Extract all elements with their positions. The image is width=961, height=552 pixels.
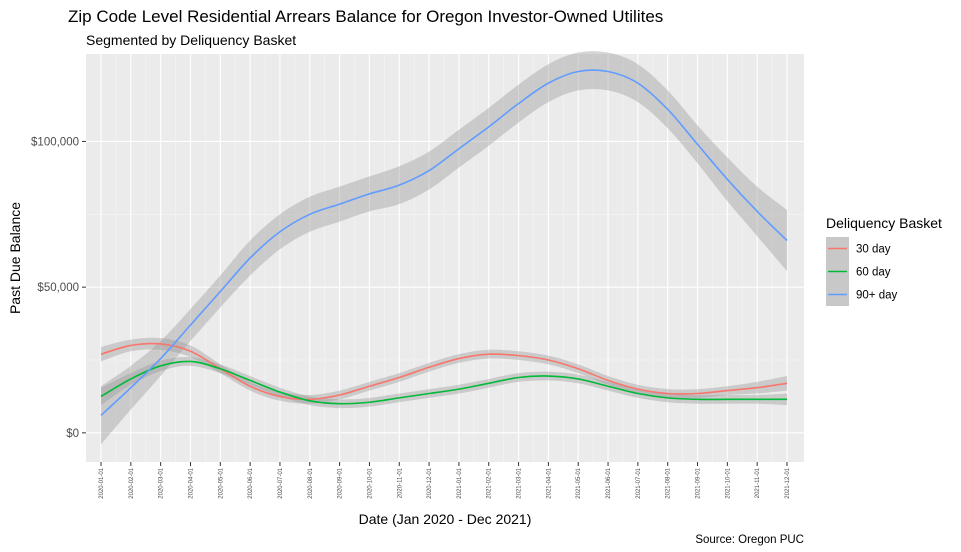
- y-axis-title: Past Due Balance: [7, 202, 23, 314]
- x-tick-label: 2021-06-01: [606, 467, 612, 498]
- series-lines: [100, 69, 788, 416]
- line-60-day: [100, 360, 787, 405]
- x-tick-label: 2020-07-01: [278, 467, 284, 498]
- legend-title: Deliquency Basket: [826, 215, 942, 231]
- confidence-bands: [101, 51, 787, 445]
- x-tick-label: 2021-11-01: [755, 467, 761, 498]
- x-tick-label: 2020-04-01: [188, 467, 194, 498]
- y-axis-ticks: $0 $50,000 $100,000: [31, 136, 86, 440]
- y-tick-label: $50,000: [37, 282, 79, 294]
- x-tick-label: 2021-08-01: [666, 467, 672, 498]
- x-tick-label: 2020-08-01: [308, 467, 314, 498]
- legend-label-60-day: 60 day: [856, 267, 891, 279]
- band-30-day: [101, 337, 787, 404]
- y-tick-label: $100,000: [31, 136, 79, 148]
- line-90-day: [100, 69, 788, 416]
- x-axis-title: Date (Jan 2020 - Dec 2021): [359, 511, 532, 527]
- x-tick-label: 2020-01-01: [99, 467, 105, 498]
- x-tick-label: 2020-03-01: [159, 467, 165, 498]
- x-tick-label: 2020-09-01: [338, 467, 344, 498]
- legend: Deliquency Basket 30 day 60 day 90+ day: [826, 215, 942, 306]
- chart-caption: Source: Oregon PUC: [695, 534, 804, 546]
- x-tick-label: 2021-10-01: [725, 467, 731, 498]
- x-tick-label: 2021-02-01: [487, 467, 493, 498]
- x-tick-label: 2020-11-01: [397, 467, 403, 498]
- y-tick-label: $0: [66, 428, 79, 440]
- x-axis-ticks: 2020-01-01 2020-02-01 2020-03-01 2020-04-01…: [99, 462, 791, 499]
- x-tick-label: 2020-06-01: [248, 467, 254, 498]
- x-tick-label: 2021-09-01: [696, 467, 702, 498]
- chart-subtitle: Segmented by Deliquency Basket: [86, 32, 296, 48]
- x-tick-label: 2021-12-01: [785, 467, 791, 498]
- x-tick-label: 2021-03-01: [517, 467, 523, 498]
- x-tick-label: 2021-07-01: [636, 467, 642, 498]
- band-60-day: [101, 356, 787, 409]
- legend-label-30-day: 30 day: [856, 244, 891, 256]
- x-tick-label: 2021-04-01: [546, 467, 552, 498]
- x-tick-label: 2021-01-01: [457, 467, 463, 498]
- legend-label-90-day: 90+ day: [856, 290, 897, 302]
- chart-title: Zip Code Level Residential Arrears Balan…: [68, 7, 663, 26]
- x-tick-label: 2020-12-01: [427, 467, 433, 498]
- x-tick-label: 2020-10-01: [367, 467, 373, 498]
- x-tick-label: 2020-05-01: [218, 467, 224, 498]
- x-tick-label: 2021-05-01: [576, 467, 582, 498]
- x-tick-label: 2020-02-01: [129, 467, 135, 498]
